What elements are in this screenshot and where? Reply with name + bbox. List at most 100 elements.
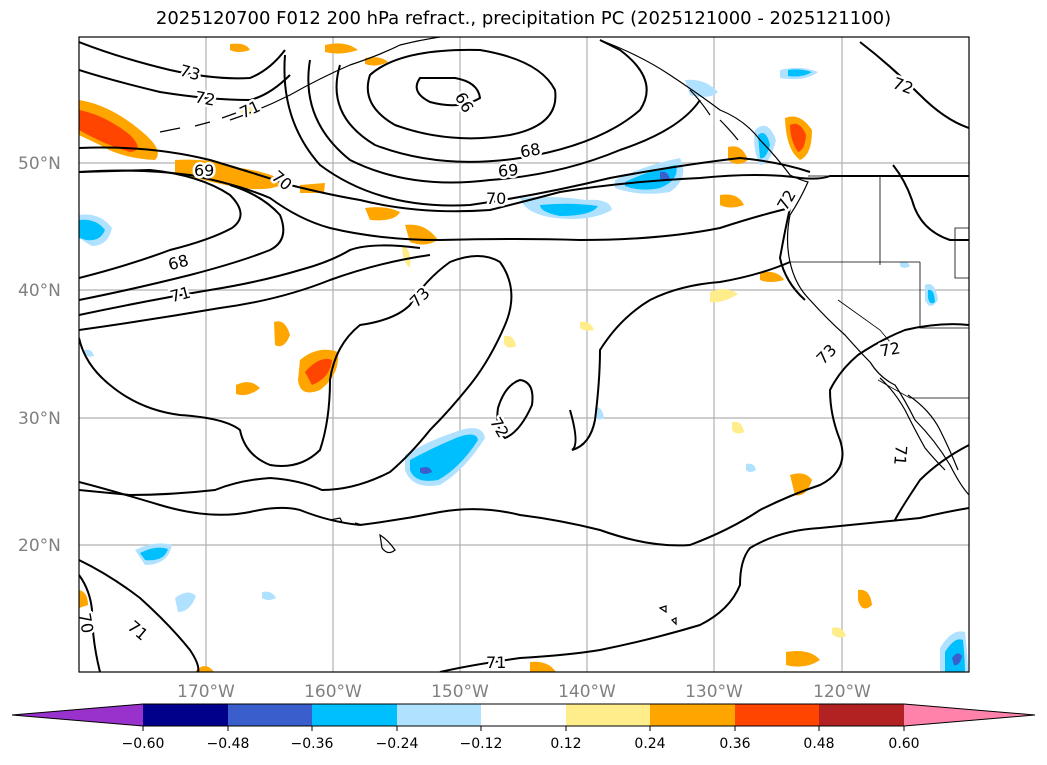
precip-blob-neg <box>625 165 677 190</box>
precip-blob-neg <box>660 171 670 181</box>
precip-blob-neg <box>952 653 962 666</box>
us-mexico-border <box>877 379 969 399</box>
colorbar: −0.60 −0.48 −0.36 −0.24 −0.12 0.12 0.24 … <box>11 703 1036 752</box>
colorbar-tick-label: −0.12 <box>460 736 503 752</box>
precip-blob-pos <box>720 194 744 208</box>
lat-label-20n: 20°N <box>18 536 61 556</box>
precip-blob-pos <box>786 651 820 667</box>
colorbar-tick-label: −0.60 <box>122 736 165 752</box>
precip-blob-pos <box>236 382 260 396</box>
precip-shading <box>79 43 968 672</box>
colorbar-segment <box>566 704 650 726</box>
contour-line <box>79 184 285 301</box>
contour-line <box>79 146 969 213</box>
lat-label-30n: 30°N <box>18 409 61 429</box>
north-america-coast <box>599 39 969 496</box>
contour-label: 70 <box>75 611 97 634</box>
contour-line <box>366 48 557 140</box>
precip-blob-pos <box>580 321 594 331</box>
contour-line <box>79 255 513 497</box>
colorbar-segment <box>228 704 312 726</box>
colorbar-segment <box>312 704 397 726</box>
map-area <box>79 37 969 672</box>
lon-label-150w: 150°W <box>431 682 489 702</box>
contour-line <box>894 444 969 521</box>
precip-blob-neg <box>540 203 598 216</box>
gridlines <box>79 37 969 672</box>
alaska-coast <box>229 37 441 121</box>
precip-blob-neg <box>84 349 94 357</box>
lon-label-170w: 170°W <box>177 682 235 702</box>
lon-label-130w: 130°W <box>685 682 743 702</box>
island-small <box>658 605 677 626</box>
precip-blob-pos <box>240 103 262 115</box>
lon-label-140w: 140°W <box>558 682 616 702</box>
lon-label-160w: 160°W <box>304 682 362 702</box>
precip-blob-pos <box>175 159 285 190</box>
contour-line <box>415 77 482 107</box>
precip-blob-neg <box>746 463 756 472</box>
colorbar-segment <box>481 704 566 726</box>
contour-line <box>283 54 811 207</box>
contour-line <box>79 254 431 331</box>
contour-line <box>778 207 806 301</box>
precip-blob-pos <box>195 666 214 672</box>
contour-label: 69 <box>194 161 214 180</box>
contour-line <box>79 69 291 102</box>
colorbar-tick-label: 0.12 <box>550 736 581 752</box>
gulf-coast <box>907 394 959 471</box>
contour-label: 70 <box>486 189 506 208</box>
lat-label-40n: 40°N <box>18 281 61 301</box>
contour-line <box>79 323 969 547</box>
lat-label-50n: 50°N <box>18 154 61 174</box>
precip-blob-neg <box>79 219 105 241</box>
precip-blob-pos <box>274 321 290 347</box>
precip-blob-neg <box>175 592 196 612</box>
precip-blob-pos <box>305 358 332 385</box>
colorbar-tick-label: 0.48 <box>803 736 834 752</box>
refractivity-contours <box>79 39 969 672</box>
contour-label: 69 <box>497 160 519 181</box>
colorbar-extend-low <box>12 704 143 726</box>
contour-label: 72 <box>193 87 216 109</box>
contour-line <box>496 378 534 440</box>
contour-line <box>859 41 969 129</box>
contour-line <box>79 559 200 672</box>
precip-blob-pos <box>365 207 400 221</box>
precip-blob-pos <box>79 590 88 608</box>
contour-line <box>307 59 701 184</box>
contour-line <box>79 41 286 80</box>
map-frame <box>78 36 970 673</box>
baja-coast <box>879 377 946 471</box>
colorbar-segment <box>735 704 819 726</box>
colorbar-tick-label: 0.60 <box>888 736 919 752</box>
lat-labels: 50°N 40°N 30°N 20°N <box>18 154 61 556</box>
colorbar-tick-label: −0.48 <box>207 736 250 752</box>
precip-blob-pos <box>504 335 516 348</box>
contour-line <box>79 574 101 672</box>
precip-blob-neg <box>788 69 812 77</box>
precip-blob-pos <box>530 661 556 672</box>
precip-blob-pos <box>832 627 846 638</box>
contour-line <box>335 39 648 163</box>
precip-blob-pos <box>858 589 872 609</box>
colorbar-extend-high <box>904 704 1035 726</box>
precip-blob-neg <box>758 132 770 159</box>
lon-label-120w: 120°W <box>813 682 871 702</box>
precip-blob-pos <box>325 43 358 54</box>
colorbar-segment <box>143 704 228 726</box>
precip-blob-pos <box>790 123 806 152</box>
precip-blob-neg <box>900 261 910 268</box>
contour-label: 72 <box>878 338 901 360</box>
precip-blob-pos <box>79 110 138 152</box>
contour-label: 71 <box>890 444 911 466</box>
precip-blob-pos <box>300 183 325 193</box>
lon-labels: 170°W 160°W 150°W 140°W 130°W 120°W <box>177 682 871 702</box>
precip-blob-pos <box>402 245 411 268</box>
coastlines <box>159 37 969 626</box>
contour-line <box>892 164 969 241</box>
colorbar-segment <box>650 704 735 726</box>
precip-blob-pos <box>365 57 388 66</box>
colorbar-tick-label: 0.36 <box>719 736 750 752</box>
contour-label: 68 <box>519 139 542 161</box>
